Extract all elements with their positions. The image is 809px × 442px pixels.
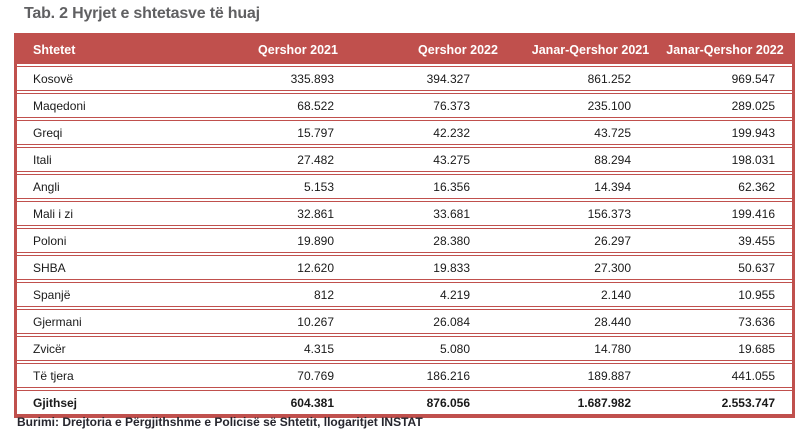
value-cell: 2.553.747 xyxy=(721,395,775,410)
value-cell: 26.297 xyxy=(594,233,631,248)
value-cell: 33.681 xyxy=(433,206,470,221)
table-row: SHBA 12.620 19.833 27.300 50.637 xyxy=(17,255,792,280)
value-cell: 235.100 xyxy=(587,98,631,113)
value-cell: 27.300 xyxy=(594,260,631,275)
value-cell: 42.232 xyxy=(433,125,470,140)
column-header-qershor-2022: Qershor 2022 xyxy=(418,43,498,57)
value-cell: 14.394 xyxy=(594,179,631,194)
value-cell: 19.890 xyxy=(297,233,334,248)
value-cell: 15.797 xyxy=(297,125,334,140)
table-row: Maqedoni 68.522 76.373 235.100 289.025 xyxy=(17,93,792,118)
column-header-janar-qershor-2022: Janar-Qershor 2022 xyxy=(666,43,784,57)
table-row: Greqi 15.797 42.232 43.725 199.943 xyxy=(17,120,792,145)
country-cell: Angli xyxy=(33,179,60,194)
table-body: Kosovë 335.893 394.327 861.252 969.547 M… xyxy=(17,66,792,415)
value-cell: 16.356 xyxy=(433,179,470,194)
table-row: Itali 27.482 43.275 88.294 198.031 xyxy=(17,147,792,172)
column-header-qershor-2021: Qershor 2021 xyxy=(258,43,338,57)
value-cell: 186.216 xyxy=(426,368,470,383)
value-cell: 335.893 xyxy=(290,71,334,86)
value-cell: 969.547 xyxy=(731,71,775,86)
value-cell: 199.943 xyxy=(731,125,775,140)
table-row: Gjermani 10.267 26.084 28.440 73.636 xyxy=(17,309,792,334)
value-cell: 19.685 xyxy=(738,341,775,356)
value-cell: 70.769 xyxy=(297,368,334,383)
value-cell: 289.025 xyxy=(731,98,775,113)
table-total-row: Gjithsej 604.381 876.056 1.687.982 2.553… xyxy=(17,390,792,415)
value-cell: 19.833 xyxy=(433,260,470,275)
value-cell: 32.861 xyxy=(297,206,334,221)
value-cell: 198.031 xyxy=(731,152,775,167)
value-cell: 1.687.982 xyxy=(577,395,631,410)
value-cell: 39.455 xyxy=(738,233,775,248)
value-cell: 12.620 xyxy=(297,260,334,275)
value-cell: 28.440 xyxy=(594,314,631,329)
country-cell: SHBA xyxy=(33,260,66,275)
table-row: Mali i zi 32.861 33.681 156.373 199.416 xyxy=(17,201,792,226)
table-header-row: Shtetet Qershor 2021 Qershor 2022 Janar-… xyxy=(17,36,792,64)
table-row: Kosovë 335.893 394.327 861.252 969.547 xyxy=(17,66,792,91)
table-row: Poloni 19.890 28.380 26.297 39.455 xyxy=(17,228,792,253)
country-cell: Poloni xyxy=(33,233,67,248)
value-cell: 28.380 xyxy=(433,233,470,248)
value-cell: 5.080 xyxy=(439,341,470,356)
value-cell: 4.219 xyxy=(439,287,470,302)
country-cell: Kosovë xyxy=(33,71,74,86)
country-cell: Mali i zi xyxy=(33,206,74,221)
value-cell: 604.381 xyxy=(290,395,334,410)
value-cell: 88.294 xyxy=(594,152,631,167)
column-header-janar-qershor-2021: Janar-Qershor 2021 xyxy=(531,43,650,57)
country-cell: Zvicër xyxy=(33,341,66,356)
value-cell: 62.362 xyxy=(738,179,775,194)
country-cell: Greqi xyxy=(33,125,63,140)
country-cell: Të tjera xyxy=(33,368,74,383)
value-cell: 14.780 xyxy=(594,341,631,356)
value-cell: 10.267 xyxy=(297,314,334,329)
value-cell: 43.275 xyxy=(433,152,470,167)
value-cell: 812 xyxy=(313,287,334,302)
source-note: Burimi: Drejtoria e Përgjithshme e Polic… xyxy=(17,415,423,429)
country-cell: Spanjë xyxy=(33,287,71,302)
foreign-entries-table: Shtetet Qershor 2021 Qershor 2022 Janar-… xyxy=(14,33,795,418)
value-cell: 76.373 xyxy=(433,98,470,113)
table-row: Angli 5.153 16.356 14.394 62.362 xyxy=(17,174,792,199)
value-cell: 4.315 xyxy=(303,341,334,356)
table-row: Spanjë 812 4.219 2.140 10.955 xyxy=(17,282,792,307)
country-cell: Gjithsej xyxy=(33,395,78,410)
value-cell: 199.416 xyxy=(731,206,775,221)
column-header-shtetet: Shtetet xyxy=(33,43,76,57)
value-cell: 2.140 xyxy=(600,287,631,302)
country-cell: Maqedoni xyxy=(33,98,86,113)
value-cell: 861.252 xyxy=(587,71,631,86)
value-cell: 10.955 xyxy=(738,287,775,302)
table-title: Tab. 2 Hyrjet e shtetasve të huaj xyxy=(24,5,260,22)
value-cell: 26.084 xyxy=(433,314,470,329)
table-row: Zvicër 4.315 5.080 14.780 19.685 xyxy=(17,336,792,361)
value-cell: 43.725 xyxy=(594,125,631,140)
value-cell: 27.482 xyxy=(297,152,334,167)
value-cell: 156.373 xyxy=(587,206,631,221)
value-cell: 5.153 xyxy=(303,179,334,194)
country-cell: Itali xyxy=(33,152,52,167)
value-cell: 189.887 xyxy=(587,368,631,383)
value-cell: 441.055 xyxy=(731,368,775,383)
value-cell: 50.637 xyxy=(738,260,775,275)
value-cell: 876.056 xyxy=(426,395,470,410)
value-cell: 73.636 xyxy=(738,314,775,329)
value-cell: 394.327 xyxy=(426,71,470,86)
country-cell: Gjermani xyxy=(33,314,82,329)
value-cell: 68.522 xyxy=(297,98,334,113)
table-row: Të tjera 70.769 186.216 189.887 441.055 xyxy=(17,363,792,388)
